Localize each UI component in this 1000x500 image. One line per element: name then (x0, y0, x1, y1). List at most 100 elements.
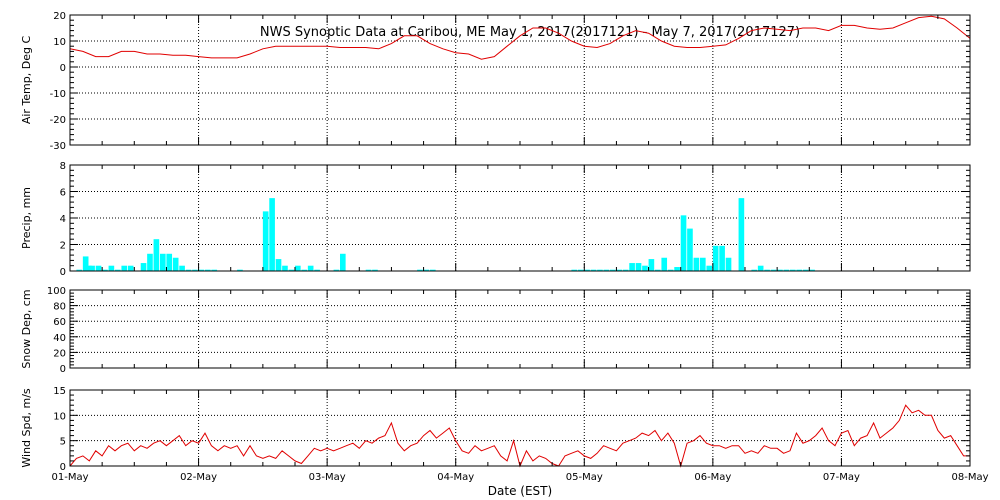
panel-4: 0 5 10 15 Wind Spd, m/s (20, 386, 971, 473)
precip-bar (635, 263, 642, 271)
y-tick-label: 0 (60, 63, 66, 74)
precip-bar (680, 215, 687, 271)
y-axis-label: Air Temp, Deg C (20, 36, 33, 125)
precip-bar (642, 265, 648, 271)
y-tick-label: 5 (60, 437, 66, 448)
precip-bar (86, 265, 92, 271)
precip-bar (282, 265, 288, 271)
precip-bar (655, 269, 661, 271)
precip-bar (423, 269, 430, 271)
y-tick-label: -20 (50, 115, 66, 126)
precip-bar (777, 269, 783, 271)
precip-bar (275, 259, 282, 271)
precip-bar (590, 269, 597, 271)
precip-bar (121, 265, 128, 271)
precip-bar (667, 269, 674, 271)
precip-bar (764, 269, 770, 271)
y-tick-label: 10 (53, 37, 66, 48)
series-line (69, 15, 971, 60)
precip-bar (211, 269, 218, 271)
x-tick-label: 01-May (51, 472, 88, 483)
y-tick-label: 0 (60, 462, 66, 473)
precip-bar (700, 257, 706, 271)
x-tick-label: 02-May (180, 472, 217, 483)
precip-bar (719, 245, 725, 271)
y-tick-label: 4 (60, 214, 66, 225)
y-tick-label: 8 (60, 161, 66, 172)
precip-bar (365, 269, 372, 271)
precip-bar (127, 265, 134, 271)
y-tick-label: 20 (53, 11, 66, 22)
precip-bar (610, 269, 616, 271)
precip-bar (288, 269, 295, 271)
precip-bar (597, 269, 603, 271)
y-tick-label: 0 (60, 267, 66, 278)
precip-bar (172, 257, 179, 271)
precip-bar (790, 269, 796, 271)
precip-bar (417, 269, 423, 271)
y-tick-label: 100 (47, 286, 66, 297)
precip-bar (603, 269, 610, 271)
precip-bar (140, 263, 147, 271)
precip-bar (301, 269, 308, 271)
precip-bar (269, 198, 275, 271)
precip-bar (757, 265, 764, 271)
precip-bar (147, 253, 153, 271)
precip-bar (95, 265, 102, 271)
x-tick-label: 05-May (566, 472, 603, 483)
precip-bar (153, 239, 160, 271)
precip-bar (76, 269, 83, 271)
chart-title: NWS Synoptic Data at Caribou, ME May 1, … (260, 25, 800, 40)
precip-bar (577, 269, 584, 271)
precip-bar (783, 269, 790, 271)
precip-bar (809, 269, 815, 271)
y-axis-label: Snow Dep, cm (20, 289, 33, 368)
y-axis-label: Precip, mm (20, 187, 33, 249)
x-tick-label: 03-May (309, 472, 346, 483)
precip-bar (160, 253, 166, 271)
y-tick-label: -10 (50, 89, 66, 100)
precip-bar (340, 253, 346, 271)
y-tick-label: 60 (53, 317, 66, 328)
y-tick-label: 20 (53, 348, 66, 359)
y-tick-label: 2 (60, 241, 66, 252)
precip-bar (205, 269, 211, 271)
y-tick-label: 6 (60, 188, 66, 199)
panel-2: 0 2 4 6 8 Precip, mm (20, 161, 971, 278)
precip-bar (108, 265, 115, 271)
precip-bar (571, 269, 578, 271)
precip-bar (796, 269, 803, 271)
y-axis-label: Wind Spd, m/s (20, 388, 33, 468)
precip-bar (372, 269, 378, 271)
precip-bar (430, 269, 436, 271)
y-tick-label: 80 (53, 302, 66, 313)
x-tick-label: 06-May (694, 472, 731, 483)
precip-bar (179, 265, 185, 271)
precip-bar (584, 269, 590, 271)
precip-bar (307, 265, 314, 271)
precip-bar (674, 267, 680, 271)
precip-bar (616, 269, 623, 271)
plot-frame (69, 389, 971, 467)
precip-bar (237, 269, 243, 271)
precip-bar (295, 265, 301, 271)
precip-bar (622, 269, 629, 271)
precip-bar (314, 269, 320, 271)
panel-3: 0 20 40 60 80 100 Snow Dep, cm (20, 286, 971, 375)
x-tick-label: 07-May (823, 472, 860, 483)
precip-bar (770, 269, 777, 271)
precip-bar (102, 269, 108, 271)
precip-bar (687, 228, 693, 271)
panel-1: -30 -20 -10 0 10 20 Air Temp, Deg C (20, 11, 971, 152)
precip-bar (629, 263, 635, 271)
precip-bar (198, 269, 205, 271)
x-tick-label: 04-May (437, 472, 474, 483)
precip-bar (661, 257, 668, 271)
precip-bar (751, 269, 758, 271)
precip-bar (712, 245, 719, 271)
precip-bar (115, 269, 121, 271)
y-tick-label: 15 (53, 386, 66, 397)
y-tick-label: 40 (53, 333, 66, 344)
precip-bar (192, 269, 198, 271)
